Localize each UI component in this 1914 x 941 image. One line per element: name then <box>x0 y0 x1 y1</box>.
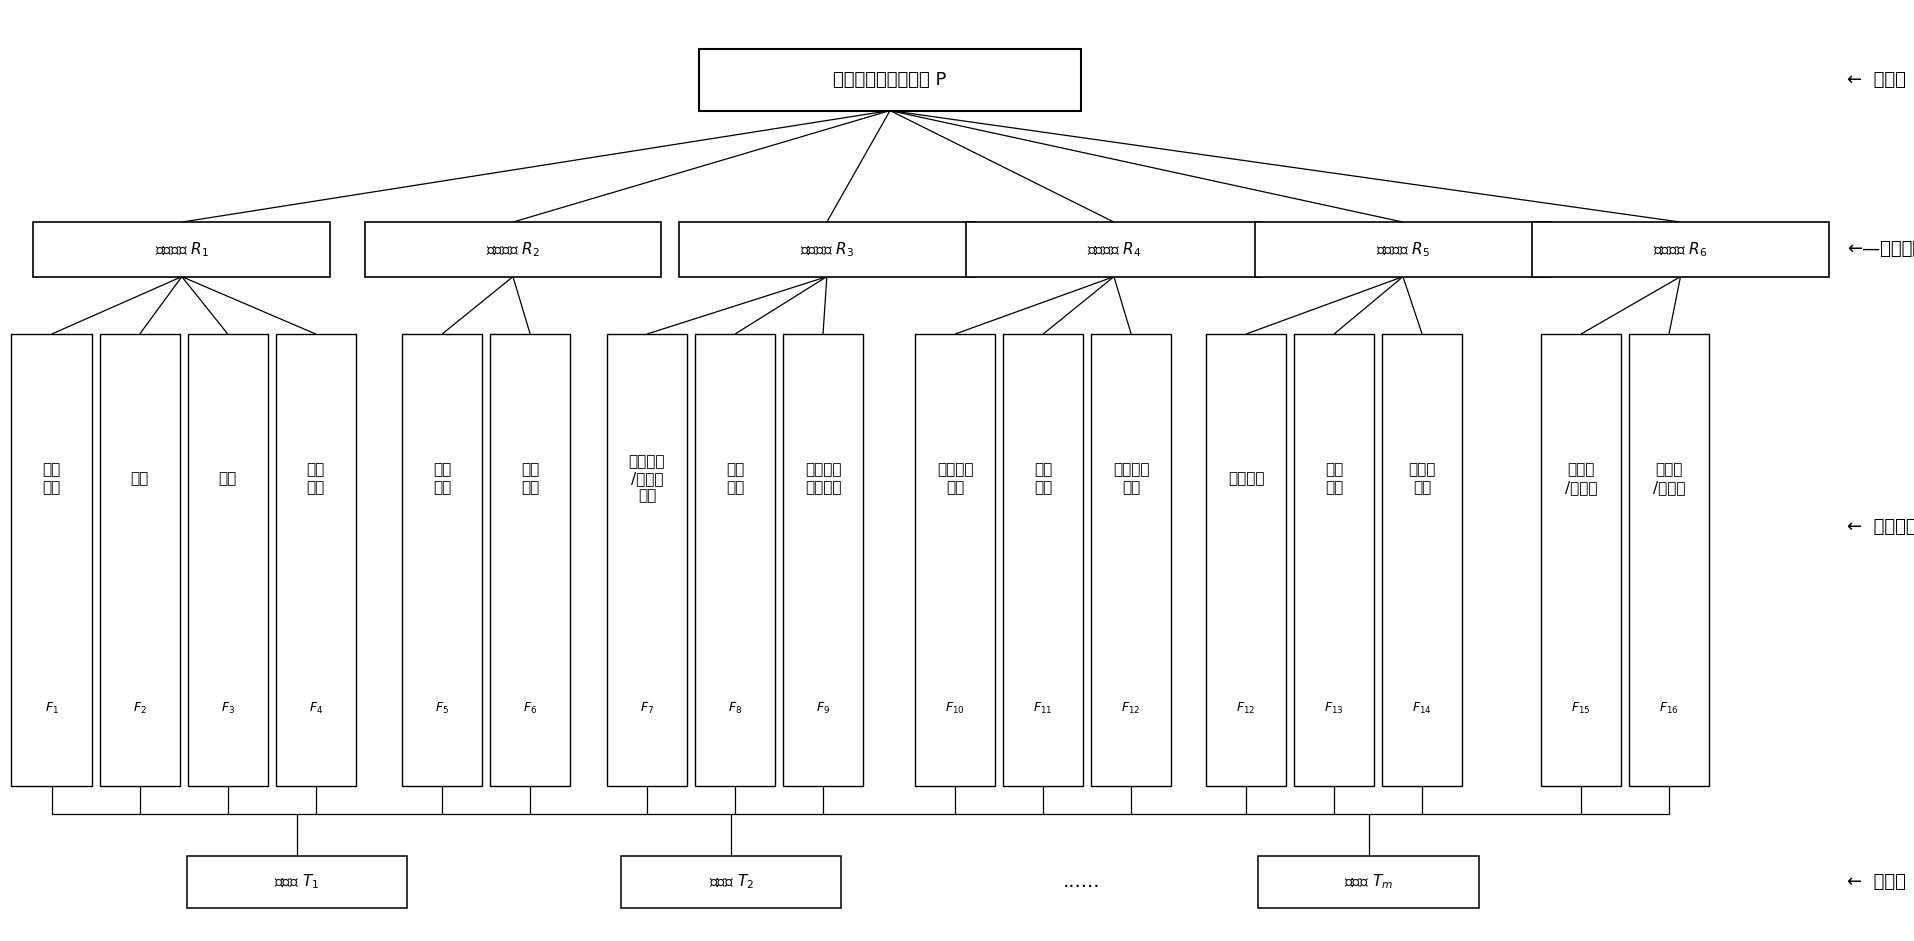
Bar <box>11 334 92 786</box>
Text: ←—评价子集层: ←—评价子集层 <box>1847 240 1914 259</box>
Text: 替换件 $T_m$: 替换件 $T_m$ <box>1344 872 1393 891</box>
Text: 结构范围
限制: 结构范围 限制 <box>1112 462 1150 495</box>
Text: 结构
形式: 结构 形式 <box>1034 462 1053 495</box>
Text: ←  目标层: ← 目标层 <box>1847 71 1906 89</box>
Bar <box>1206 334 1286 786</box>
Text: $F_5$: $F_5$ <box>434 701 450 716</box>
Text: 技术
指标: 技术 指标 <box>521 462 540 495</box>
Text: 替换件 $T_2$: 替换件 $T_2$ <box>708 872 754 891</box>
Text: 耗酸碱
性能: 耗酸碱 性能 <box>1409 462 1436 495</box>
Text: $F_{12}$: $F_{12}$ <box>1236 701 1256 716</box>
Bar <box>967 222 1263 277</box>
Bar <box>1629 334 1709 786</box>
Text: 参考属性 $R_6$: 参考属性 $R_6$ <box>1654 240 1707 259</box>
Text: 自制件
/外购件: 自制件 /外购件 <box>1654 462 1684 495</box>
Text: $F_8$: $F_8$ <box>727 701 743 716</box>
Bar <box>678 222 974 277</box>
Text: 位置约束
/可匹配
约束: 位置约束 /可匹配 约束 <box>628 454 666 503</box>
Text: 工艺
参数: 工艺 参数 <box>433 462 452 495</box>
Text: 功能属性 $R_1$: 功能属性 $R_1$ <box>155 240 209 259</box>
Bar <box>1294 334 1374 786</box>
Text: ......: ...... <box>1062 872 1101 891</box>
Bar <box>188 856 408 907</box>
Bar <box>1003 334 1083 786</box>
Bar <box>622 856 842 907</box>
Text: 重要件
/一般件: 重要件 /一般件 <box>1566 462 1596 495</box>
Text: 装配
要求: 装配 要求 <box>725 462 745 495</box>
Text: $F_6$: $F_6$ <box>523 701 538 716</box>
Text: $F_{14}$: $F_{14}$ <box>1413 701 1432 716</box>
Text: 联系属性 $R_3$: 联系属性 $R_3$ <box>800 240 854 259</box>
Text: $F_9$: $F_9$ <box>815 701 831 716</box>
Text: 所属装配
结构参数: 所属装配 结构参数 <box>804 462 842 495</box>
Text: ←  评价指标层: ← 评价指标层 <box>1847 518 1914 536</box>
Text: $F_{15}$: $F_{15}$ <box>1571 701 1591 716</box>
Text: $F_2$: $F_2$ <box>132 701 147 716</box>
Text: 功能
特性: 功能 特性 <box>306 462 325 495</box>
Bar <box>1256 222 1552 277</box>
Bar <box>783 334 863 786</box>
Text: 颜色: 颜色 <box>130 471 149 486</box>
Text: 替换件 $T_1$: 替换件 $T_1$ <box>274 872 320 891</box>
Text: 材料: 材料 <box>218 471 237 486</box>
Text: $F_{11}$: $F_{11}$ <box>1034 701 1053 716</box>
Bar <box>1531 222 1830 277</box>
Bar <box>1091 334 1171 786</box>
Bar <box>402 334 482 786</box>
Bar <box>1259 856 1478 907</box>
Text: 环境属性 $R_5$: 环境属性 $R_5$ <box>1376 240 1430 259</box>
Text: 技术属性 $R_2$: 技术属性 $R_2$ <box>486 240 540 259</box>
Text: $F_{16}$: $F_{16}$ <box>1659 701 1679 716</box>
Text: 温度范围: 温度范围 <box>1227 471 1265 486</box>
Bar <box>607 334 687 786</box>
Bar <box>34 222 329 277</box>
Text: 防尘
性能: 防尘 性能 <box>1324 462 1344 495</box>
Text: 结构属性 $R_4$: 结构属性 $R_4$ <box>1087 240 1141 259</box>
Text: 选择可替换的零部件 P: 选择可替换的零部件 P <box>833 71 947 89</box>
Text: $F_4$: $F_4$ <box>308 701 323 716</box>
Text: $F_7$: $F_7$ <box>639 701 655 716</box>
Text: 外形几何
参数: 外形几何 参数 <box>936 462 974 495</box>
Bar <box>699 50 1081 111</box>
Bar <box>915 334 995 786</box>
Bar <box>695 334 775 786</box>
Bar <box>490 334 570 786</box>
Text: $F_{12}$: $F_{12}$ <box>1122 701 1141 716</box>
Bar <box>188 334 268 786</box>
Bar <box>1382 334 1462 786</box>
Bar <box>1541 334 1621 786</box>
Text: $F_{13}$: $F_{13}$ <box>1324 701 1344 716</box>
Bar <box>276 334 356 786</box>
Bar <box>100 334 180 786</box>
Text: ←  方案层: ← 方案层 <box>1847 872 1906 891</box>
Bar <box>366 222 662 277</box>
Text: 使用
寿命: 使用 寿命 <box>42 462 61 495</box>
Text: $F_{10}$: $F_{10}$ <box>946 701 965 716</box>
Text: $F_1$: $F_1$ <box>44 701 59 716</box>
Text: $F_3$: $F_3$ <box>220 701 235 716</box>
